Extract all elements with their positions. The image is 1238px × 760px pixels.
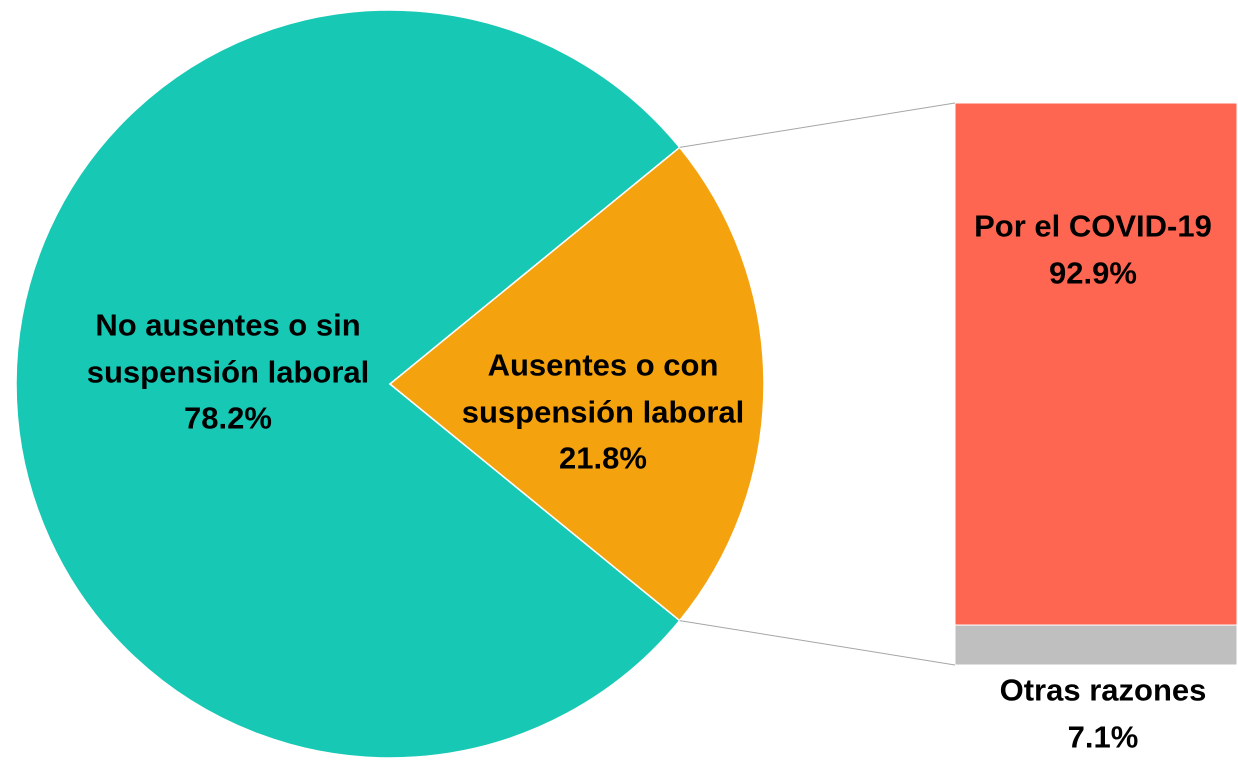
value-label: 7.1% <box>1067 719 1139 754</box>
category-label: Ausentes o con suspensión laboral <box>461 347 745 429</box>
value-label: 78.2% <box>184 400 272 436</box>
bar-label: Por el COVID-19 92.9% <box>959 204 1227 297</box>
category-label: Otras razones <box>999 672 1207 708</box>
bar-segment <box>954 102 1238 626</box>
bar-segment <box>954 624 1238 666</box>
slice-label: Ausentes o con suspensión laboral 21.8% <box>443 342 763 482</box>
connector-line <box>679 620 956 666</box>
bar-label: Otras razones 7.1% <box>953 668 1238 760</box>
connector-line <box>679 102 956 148</box>
value-label: 92.9% <box>1049 255 1137 290</box>
value-label: 21.8% <box>559 440 647 476</box>
slice-label: No ausentes o sin suspensión laboral 78.… <box>48 302 408 442</box>
pie-slice <box>15 9 681 759</box>
pie-slice <box>388 146 765 622</box>
category-label: No ausentes o sin suspensión laboral <box>86 307 370 389</box>
category-label: Por el COVID-19 <box>974 208 1212 244</box>
